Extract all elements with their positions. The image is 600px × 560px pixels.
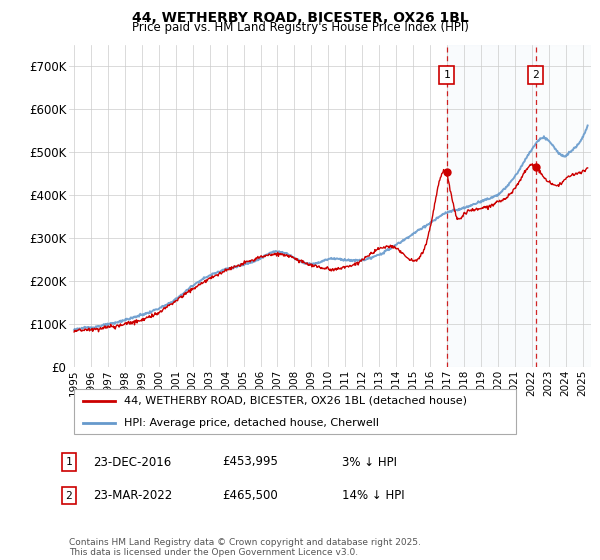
Text: £453,995: £453,995 [222,455,278,469]
Bar [536,45,591,367]
FancyBboxPatch shape [74,389,516,435]
Text: 44, WETHERBY ROAD, BICESTER, OX26 1BL: 44, WETHERBY ROAD, BICESTER, OX26 1BL [131,11,469,25]
Text: Price paid vs. HM Land Registry's House Price Index (HPI): Price paid vs. HM Land Registry's House … [131,21,469,34]
Text: 1: 1 [443,70,450,80]
Text: 2: 2 [65,491,73,501]
Text: 1: 1 [65,457,73,467]
Bar [446,45,536,367]
Text: £465,500: £465,500 [222,489,278,502]
Text: 23-DEC-2016: 23-DEC-2016 [93,455,171,469]
Text: 23-MAR-2022: 23-MAR-2022 [93,489,172,502]
Text: Contains HM Land Registry data © Crown copyright and database right 2025.
This d: Contains HM Land Registry data © Crown c… [69,538,421,557]
Text: 44, WETHERBY ROAD, BICESTER, OX26 1BL (detached house): 44, WETHERBY ROAD, BICESTER, OX26 1BL (d… [124,395,467,405]
Text: 2: 2 [532,70,539,80]
Text: HPI: Average price, detached house, Cherwell: HPI: Average price, detached house, Cher… [124,418,379,428]
Text: 14% ↓ HPI: 14% ↓ HPI [342,489,404,502]
Text: 3% ↓ HPI: 3% ↓ HPI [342,455,397,469]
